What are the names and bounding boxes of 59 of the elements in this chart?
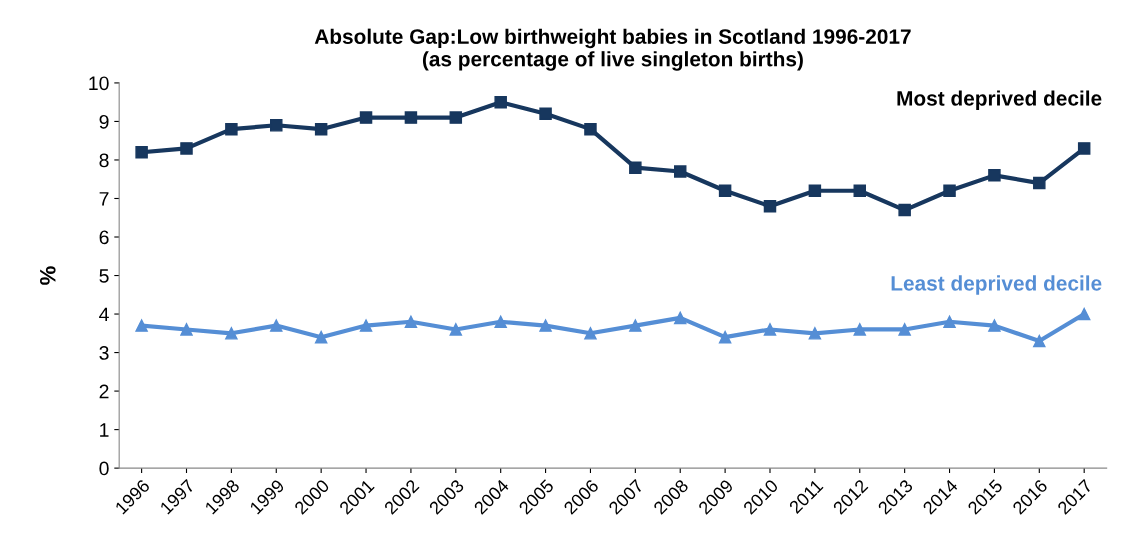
point [1033,334,1046,348]
point [1077,142,1091,155]
point [629,161,642,174]
point [853,184,867,198]
y-tick-label: 7 [99,192,109,206]
y-tick-label: 0 [99,461,109,476]
point [270,119,283,132]
point [404,315,418,328]
point [494,95,507,109]
y-tick-label: 3 [99,346,109,360]
point [404,111,418,124]
y-tick-label: 4 [99,307,109,322]
point [629,319,642,332]
point [988,169,1001,182]
point [314,122,328,136]
point [988,319,1001,332]
point [763,199,777,213]
series-label: Least deprived decile [891,275,1102,295]
y-tick-label: 8 [99,153,109,168]
y-tick-label: 10 [89,76,109,91]
point [314,330,328,344]
point [135,146,148,159]
point [584,327,597,340]
point [180,323,193,336]
y-tick-label: 9 [99,114,109,129]
point [494,315,507,328]
point [225,327,238,340]
y-tick-label: 6 [99,230,109,245]
point [853,323,867,336]
point [584,122,597,136]
point [943,315,956,328]
point [898,203,911,217]
y-tick-label: 5 [99,269,109,283]
point [718,330,732,344]
point [539,107,552,120]
point [449,111,463,124]
point [135,319,148,332]
point [718,184,732,198]
point [359,319,373,332]
point [449,323,463,336]
point [898,323,911,336]
point [270,319,283,332]
chart-title: Absolute Gap:Low birthweight babies in Scotland 1996-2017 (as percentage of live singleton births) [314,28,911,71]
point [1033,176,1046,190]
point [180,142,193,155]
point [808,327,822,340]
point [225,122,238,136]
point [808,184,822,198]
point [673,311,687,325]
series-label: Most deprived decile [897,90,1102,110]
point [539,319,552,332]
y-tick-label: 2 [99,384,109,399]
point [1077,307,1091,321]
point [943,184,956,198]
y-axis-title: % [39,266,56,285]
y-tick-label: 1 [100,423,109,437]
point [763,323,777,336]
point [359,111,373,124]
point [673,165,687,178]
